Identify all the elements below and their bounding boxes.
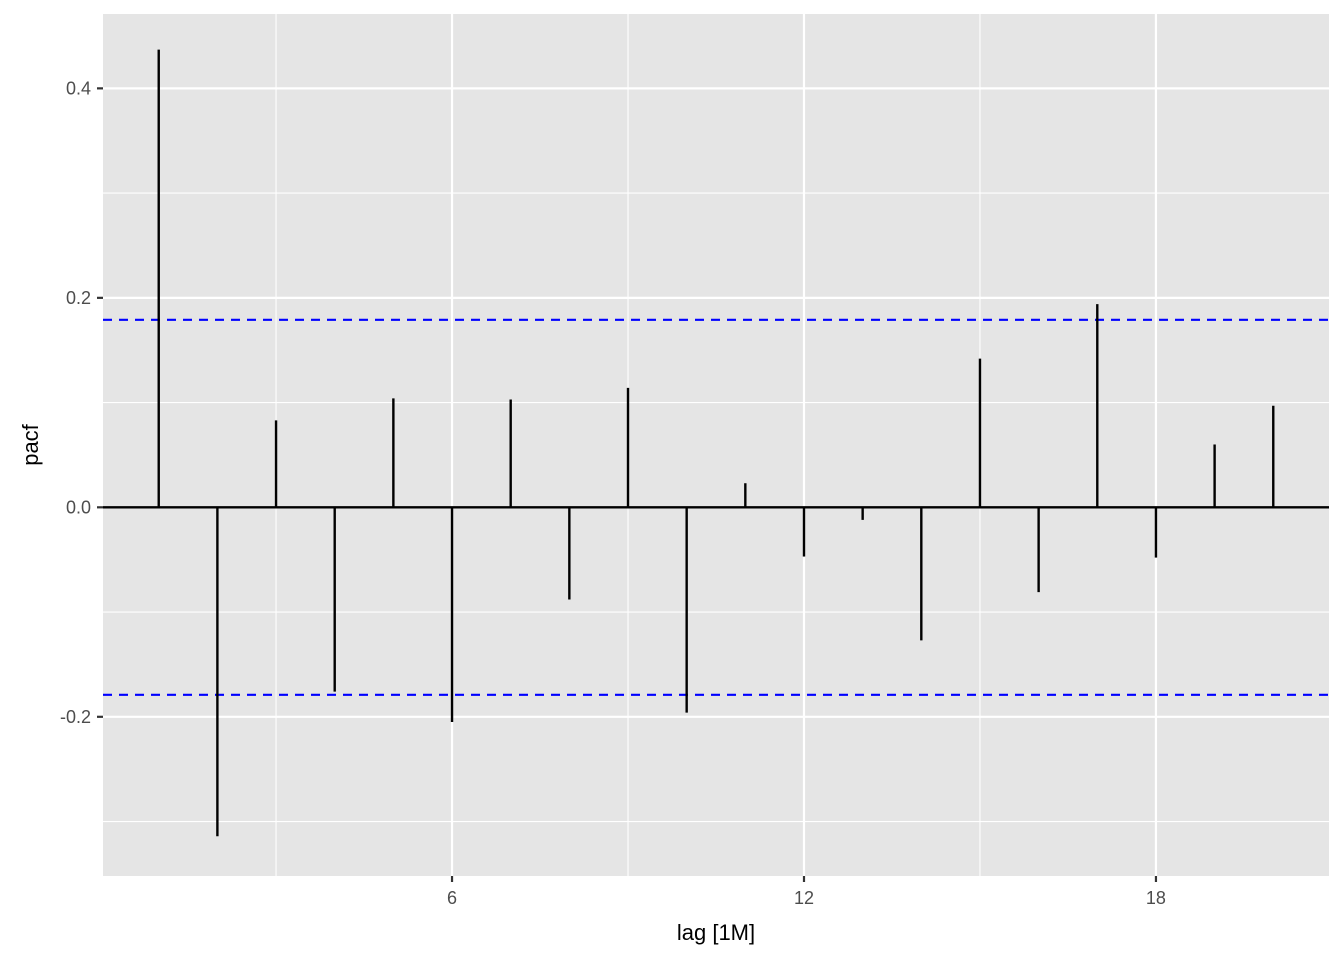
pacf-spikes — [157, 49, 1275, 837]
minor-gridlines — [103, 14, 1329, 876]
x-tick-label: 18 — [1146, 888, 1166, 908]
x-axis: 6 12 18 — [447, 876, 1166, 908]
x-axis-title: lag [1M] — [677, 920, 755, 945]
y-tick-label: -0.2 — [60, 707, 91, 727]
confidence-bounds — [103, 318, 1329, 696]
plot-panel — [103, 14, 1329, 876]
y-axis: -0.2 0.0 0.2 0.4 — [60, 78, 103, 727]
x-tick-label: 12 — [794, 888, 814, 908]
y-axis-title: pacf — [18, 423, 43, 465]
x-tick-label: 6 — [447, 888, 457, 908]
y-tick-label: 0.4 — [66, 78, 91, 98]
y-tick-label: 0.2 — [66, 288, 91, 308]
y-tick-label: 0.0 — [66, 497, 91, 517]
